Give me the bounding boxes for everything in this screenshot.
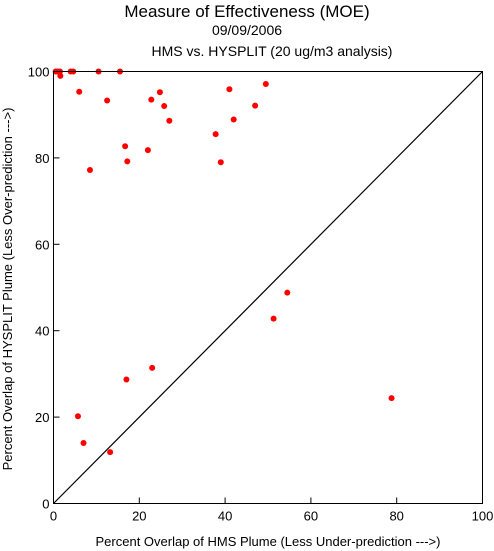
data-point [270, 315, 277, 322]
x-tick-label: 20 [132, 509, 146, 524]
data-point [80, 440, 87, 447]
data-point [86, 166, 93, 173]
data-point [212, 131, 219, 138]
data-point [107, 449, 114, 456]
data-point [104, 97, 111, 104]
data-points [52, 68, 395, 456]
data-point [148, 96, 155, 103]
data-point [284, 289, 291, 296]
x-tick-label: 80 [389, 509, 403, 524]
data-point [262, 81, 269, 88]
chart-subtitle-analysis: HMS vs. HYSPLIT (20 ug/m3 analysis) [152, 43, 393, 59]
reference-line [53, 71, 483, 504]
x-tick-label: 60 [304, 509, 318, 524]
data-point [74, 413, 81, 420]
axis-ticks: 0 20 40 60 80 100 0 20 40 60 80 100 [28, 65, 494, 524]
y-tick-label: 80 [35, 151, 49, 166]
data-point [230, 116, 237, 123]
data-point [149, 364, 156, 371]
y-tick-label: 100 [28, 65, 50, 80]
data-point [76, 88, 83, 95]
data-point [122, 143, 129, 150]
data-point [226, 86, 233, 93]
reference-line-group [53, 71, 483, 504]
data-point [388, 395, 395, 402]
data-point [123, 376, 130, 383]
chart-title: Measure of Effectiveness (MOE) [124, 2, 369, 21]
data-point [124, 158, 131, 165]
data-point [252, 102, 259, 109]
x-tick-label: 100 [472, 509, 494, 524]
data-point [217, 159, 224, 166]
data-point [144, 147, 151, 154]
data-point [57, 72, 64, 79]
x-tick-label: 40 [218, 509, 232, 524]
y-tick-label: 60 [35, 237, 49, 252]
plot-frame [53, 71, 483, 504]
data-point [156, 89, 163, 96]
data-point [166, 117, 173, 124]
data-point [161, 103, 168, 110]
y-tick-label: 20 [35, 410, 49, 425]
y-axis-label: Percent Overlap of HYSPLIT Plume (Less O… [0, 108, 15, 471]
y-tick-label: 0 [42, 497, 49, 512]
x-axis-label: Percent Overlap of HMS Plume (Less Under… [96, 534, 441, 549]
x-tick-label: 0 [50, 509, 57, 524]
y-tick-label: 40 [35, 324, 49, 339]
chart-subtitle-date: 09/09/2006 [212, 22, 282, 38]
